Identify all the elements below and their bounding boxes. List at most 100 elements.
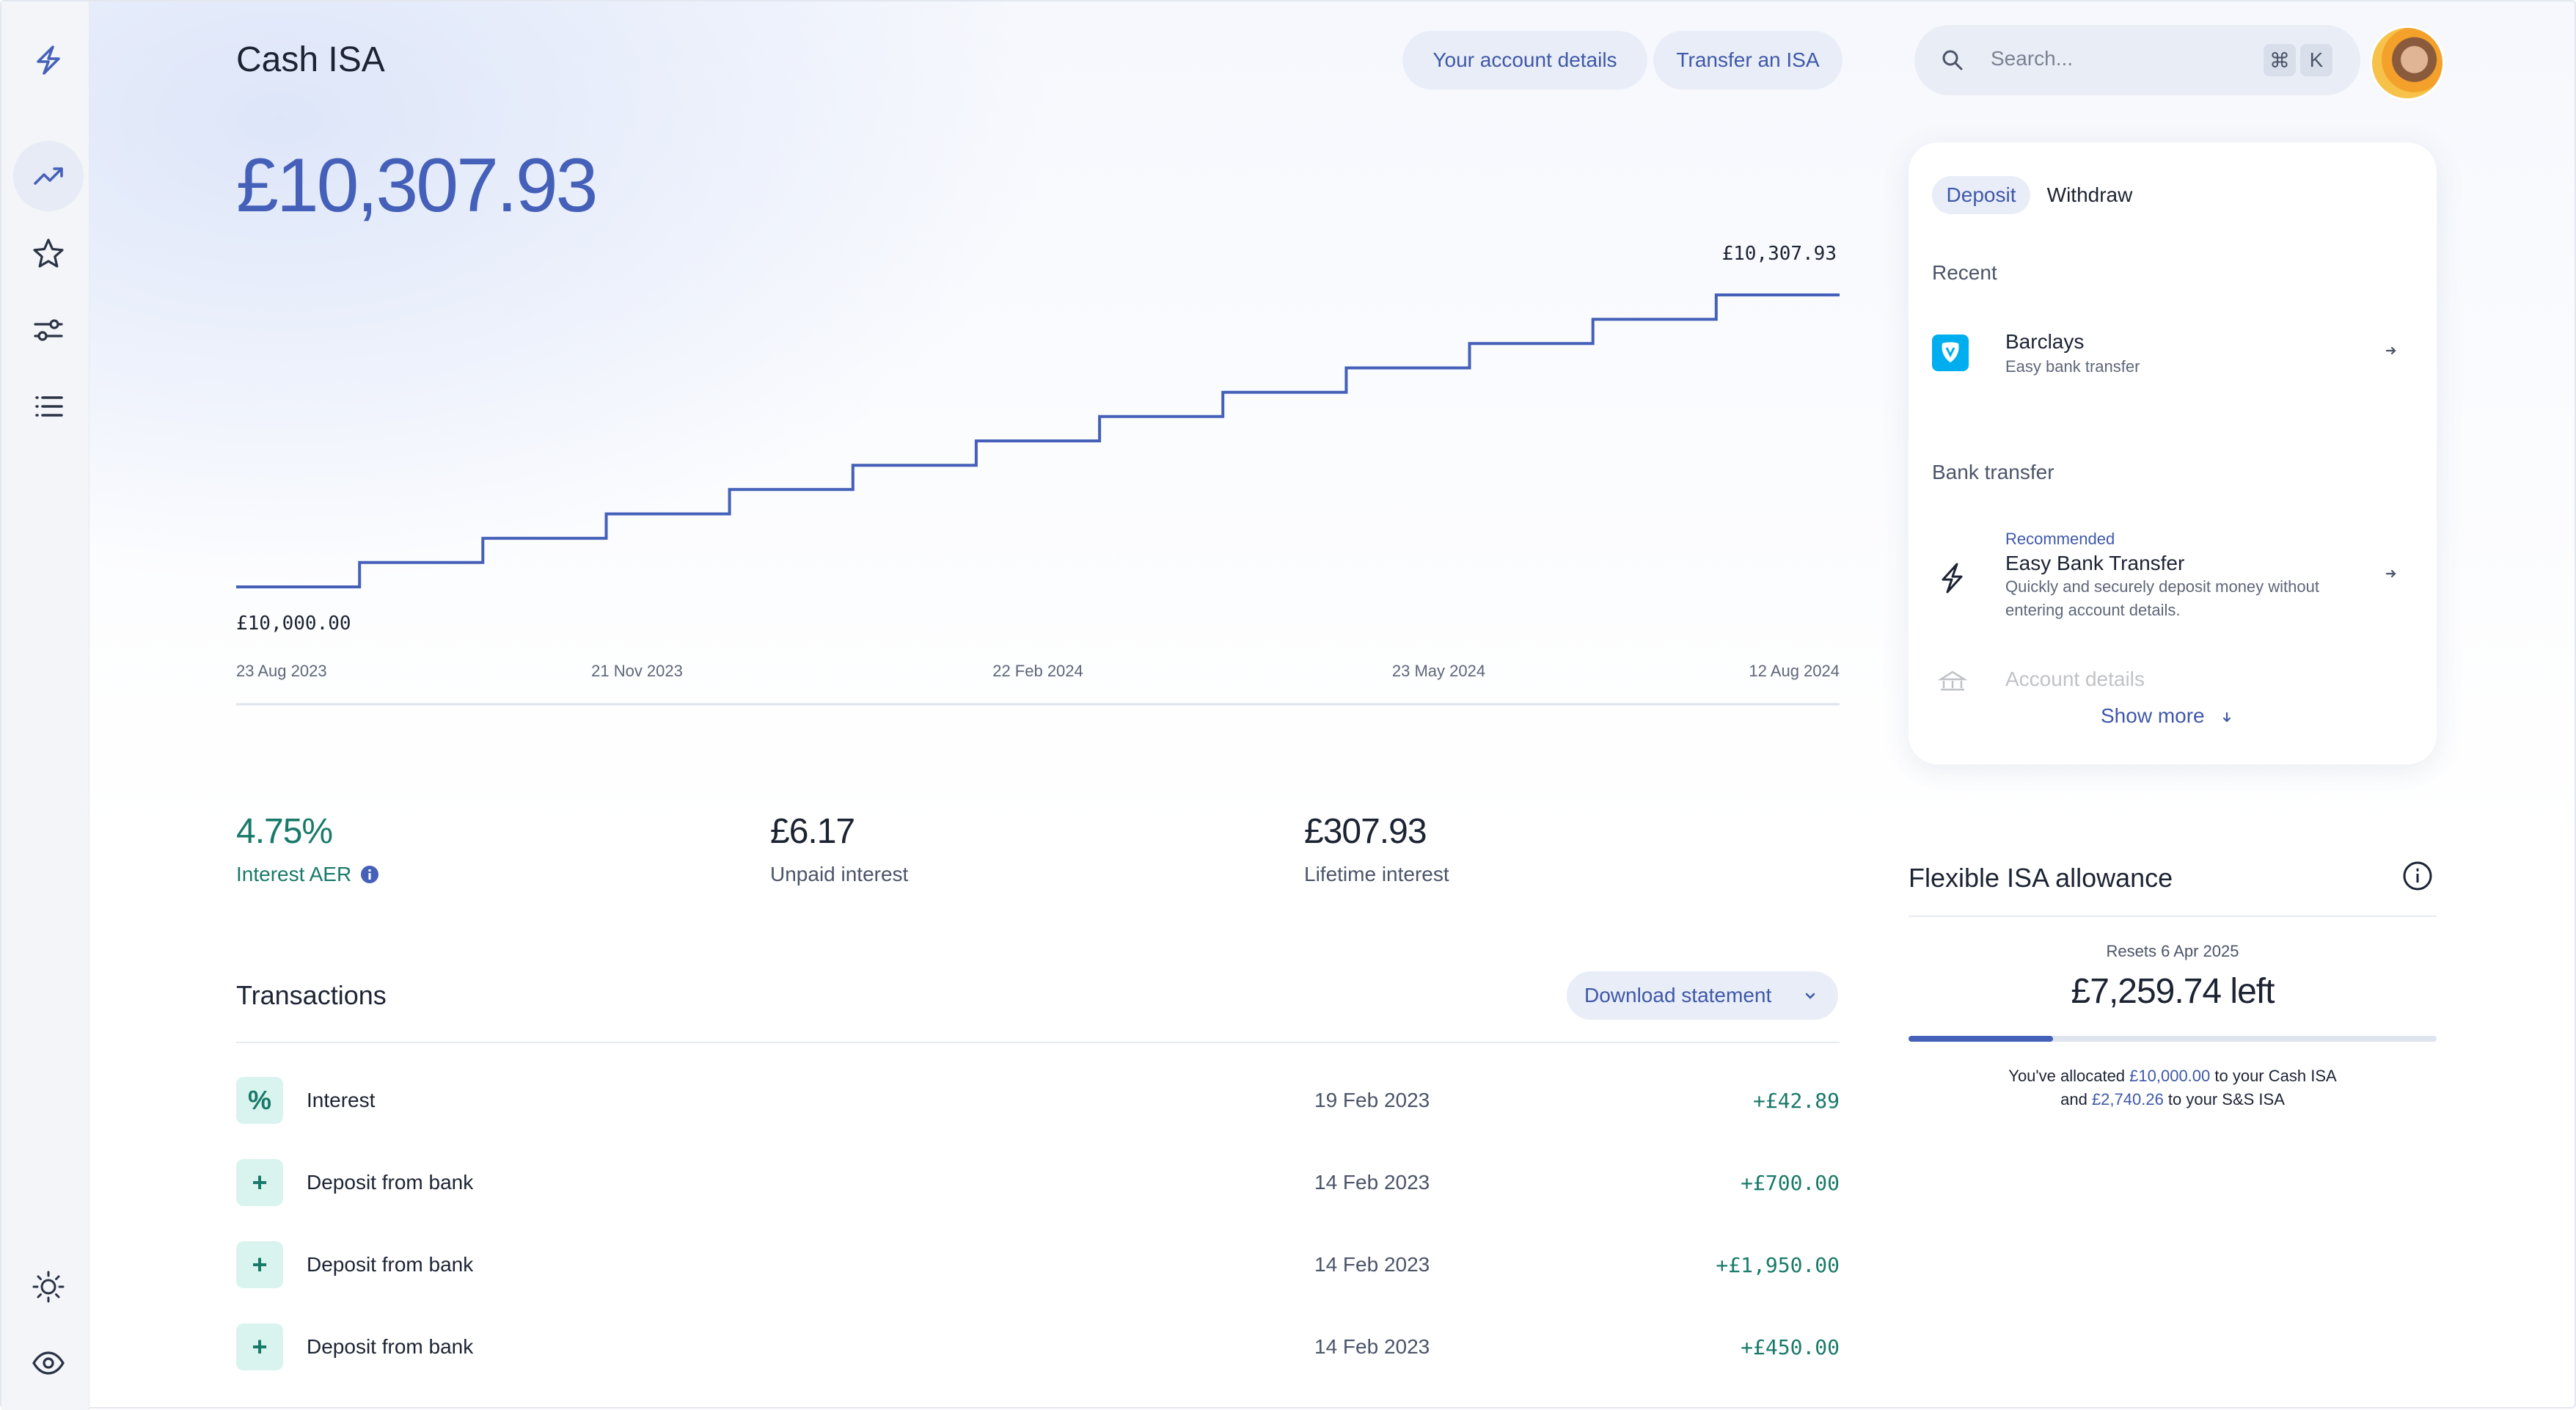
chart-end-label: £10,307.93 [1721,243,1837,265]
allocation-text: and [2060,1090,2092,1108]
plus-icon: + [236,1323,283,1370]
unpaid-interest-value: £6.17 [770,812,855,851]
list-icon[interactable] [13,371,84,442]
data-point [1716,293,1840,296]
logo-bolt-icon[interactable] [13,25,84,95]
allowance-divider [1909,916,2437,917]
tx-amount: +£1,950.00 [1716,1253,1840,1277]
easy-bank-transfer-option[interactable]: Recommended Easy Bank Transfer Quickly a… [1932,530,2413,632]
lifetime-interest-value: £307.93 [1304,812,1427,851]
show-more-button[interactable]: Show more [2101,704,2233,728]
tx-amount: +£700.00 [1741,1171,1840,1195]
arrow-right-icon [2385,569,2396,578]
data-point [1593,318,1716,321]
allowance-title: Flexible ISA allowance [1909,863,2173,893]
data-point [1099,415,1223,418]
data-point [730,488,853,491]
lifetime-interest-label: Lifetime interest [1304,863,1449,885]
shortcut-k-key: K [2300,44,2332,76]
allocation-text: to your S&S ISA [2163,1090,2285,1108]
allocation-line-1: You've allocated £10,000.00 to your Cash… [1909,1067,2437,1086]
chart-start-label: £10,000.00 [236,613,351,635]
sun-icon[interactable] [13,1252,84,1322]
tab-withdraw[interactable]: Withdraw [2046,183,2133,206]
ebt-subtitle: Quickly and securely deposit money witho… [2005,577,2319,619]
sliders-icon[interactable] [13,295,84,365]
avatar[interactable] [2372,28,2443,98]
tx-name: Interest [307,1089,376,1111]
data-point [976,439,1099,442]
table-row[interactable]: + Deposit from bank 14 Feb 2023 +£700.00 [236,1144,1840,1227]
barclays-subtitle: Easy bank transfer [2005,357,2140,376]
download-statement-label: Download statement [1584,984,1772,1007]
search-icon [1942,50,1963,70]
tx-amount: +£42.89 [1752,1089,1840,1113]
x-tick-label: 23 Aug 2023 [236,662,327,680]
shortcut-cmd-key: ⌘ [2264,44,2296,76]
search-placeholder: Search... [1991,47,2074,70]
data-point [1470,342,1593,345]
data-point [853,464,976,467]
table-row[interactable]: + Deposit from bank 14 Feb 2023 +£1,950.… [236,1227,1840,1309]
sidebar [1,1,89,1410]
aer-value: 4.75% [236,812,333,851]
data-point [607,513,730,516]
account-details-option[interactable]: Account details [1932,666,2413,695]
search-input[interactable]: Search... ⌘ K [1914,25,2360,95]
x-tick-label: 21 Nov 2023 [591,662,683,680]
transactions-divider [236,1042,1840,1043]
transfer-isa-button[interactable]: Transfer an ISA [1653,31,1843,90]
info-icon[interactable] [2401,860,2434,892]
percent-icon: % [236,1077,283,1124]
allowance-resets: Resets 6 Apr 2025 [2106,942,2239,960]
allowance-left: £7,259.74 left [2071,972,2275,1011]
show-more-label: Show more [2101,704,2205,727]
tx-date: 19 Feb 2023 [1314,1089,1430,1111]
bolt-icon [1942,563,1963,593]
bank-icon [1938,671,1967,691]
tx-date: 14 Feb 2023 [1314,1253,1430,1276]
aer-label: Interest AER [236,863,352,885]
info-icon[interactable] [360,865,379,884]
eye-icon[interactable] [13,1328,84,1398]
table-row[interactable]: + Deposit from bank 14 Feb 2023 +£450.00 [236,1309,1840,1391]
allowance-progress-fill [1909,1036,2054,1042]
star-icon[interactable] [13,219,84,289]
allocation-text: to your Cash ISA [2210,1067,2337,1085]
ebt-title: Easy Bank Transfer [2005,552,2185,574]
page-title: Cash ISA [236,40,385,79]
tx-date: 14 Feb 2023 [1314,1335,1430,1358]
data-point [1346,367,1469,370]
chevron-down-icon [1805,993,1815,999]
account-details-button[interactable]: Your account details [1402,31,1647,90]
data-point [1223,391,1346,394]
cash-isa-allocation: £10,000.00 [2129,1067,2211,1085]
account-details-title: Account details [2005,668,2145,690]
aer-label-row[interactable]: Interest AER [236,863,379,886]
recent-label: Recent [1932,261,1997,284]
balance-chart: £10,307.93 £10,000.00 23 Aug 2023 21 Nov … [236,243,1840,706]
tx-amount: +£450.00 [1741,1335,1840,1359]
allocation-text: You've allocated [2008,1067,2130,1085]
tx-name: Deposit from bank [307,1171,474,1194]
plus-icon: + [236,1159,283,1206]
download-statement-button[interactable]: Download statement [1567,971,1838,1020]
tx-date: 14 Feb 2023 [1314,1171,1430,1194]
tab-deposit[interactable]: Deposit [1932,176,2030,214]
arrow-down-icon [2223,712,2231,723]
ss-isa-allocation: £2,740.26 [2091,1090,2164,1108]
allowance-progress [1909,1036,2437,1042]
table-row[interactable]: % Interest 19 Feb 2023 +£42.89 [236,1062,1840,1144]
x-tick-label: 12 Aug 2024 [1749,662,1840,680]
trending-up-icon[interactable] [13,141,84,211]
bank-transfer-label: Bank transfer [1932,461,2054,483]
deposit-card: Deposit Withdraw Recent Barclays Easy ba… [1909,142,2437,764]
arrow-right-icon [2385,346,2396,355]
recommended-label: Recommended [2005,530,2115,548]
unpaid-interest-label: Unpaid interest [770,863,909,885]
tx-name: Deposit from bank [307,1253,474,1276]
barclays-option[interactable]: Barclays Easy bank transfer [1932,326,2413,392]
data-point [236,585,359,588]
barclays-logo-icon [1932,335,1969,371]
